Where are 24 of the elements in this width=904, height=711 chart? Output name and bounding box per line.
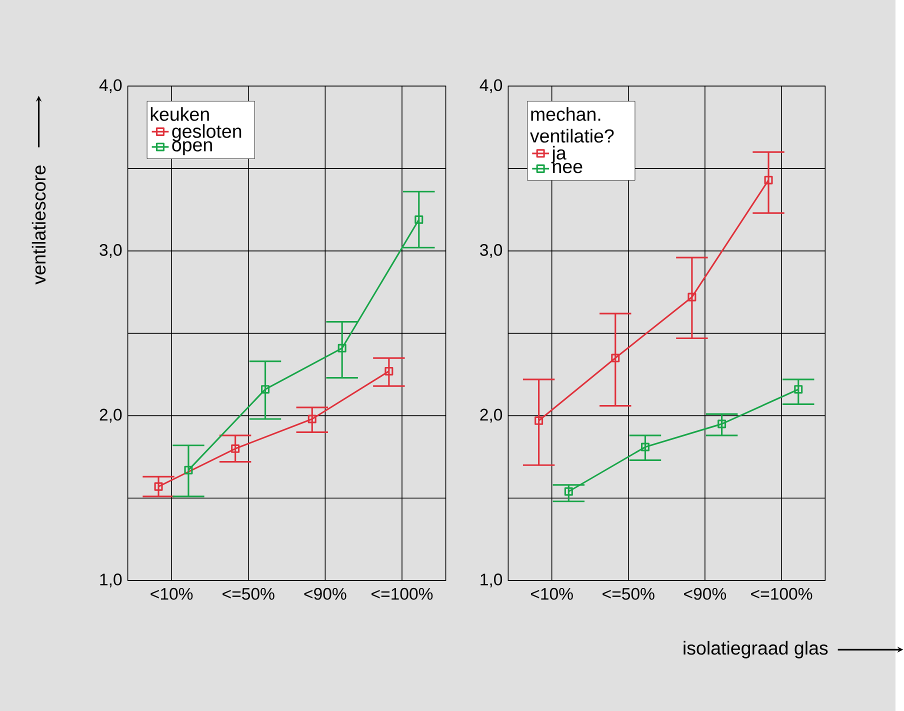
legend-label: ja <box>551 146 566 164</box>
y-tick-label: 2,0 <box>100 408 122 423</box>
y-tick-label: 1,0 <box>100 573 122 588</box>
x-tick-label: <90% <box>304 588 346 600</box>
x-tick-label: <10% <box>530 588 573 600</box>
y-axis-title: ventilatiescore <box>32 165 46 284</box>
x-tick-label: <=100% <box>751 588 812 600</box>
y-tick-label: 3,0 <box>480 244 502 258</box>
legend-label: nee <box>553 162 582 174</box>
y-tick-label: 4,0 <box>480 79 502 93</box>
y-tick-label: 2,0 <box>480 408 502 423</box>
x-tick-label: <=50% <box>602 588 654 600</box>
y-tick-label: 3,0 <box>100 244 122 258</box>
legend-title: mechan. ventilatie? <box>530 107 614 143</box>
x-axis-title: isolatiegraad glas <box>684 640 828 658</box>
y-tick-label: 1,0 <box>480 573 502 588</box>
legend-title: keuken <box>150 107 209 121</box>
x-tick-label: <10% <box>150 588 193 600</box>
legend-label: open <box>172 141 212 156</box>
x-tick-label: <90% <box>684 588 726 600</box>
legend-label: gesloten <box>172 124 242 142</box>
y-tick-label: 4,0 <box>99 79 122 93</box>
x-tick-label: <=50% <box>222 588 274 600</box>
x-tick-label: <=100% <box>372 588 433 600</box>
